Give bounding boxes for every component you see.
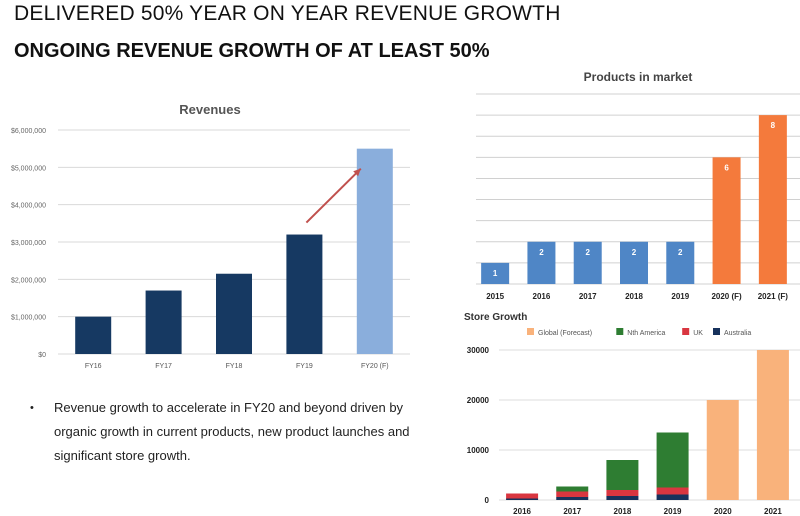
stores-x-tick: 2021 — [764, 507, 782, 516]
products-data-label: 8 — [771, 121, 776, 130]
products-bar — [758, 115, 787, 284]
products-x-tick: 2018 — [625, 292, 643, 301]
bullet-note: • Revenue growth to accelerate in FY20 a… — [30, 396, 410, 468]
stores-bar-segment — [756, 350, 789, 500]
products-data-label: 2 — [585, 248, 590, 257]
products-bar — [712, 157, 741, 284]
stores-x-tick: 2017 — [563, 507, 581, 516]
revenues-chart: Revenues $0 $1,000,000 $2,000,000 $3,000,000… — [11, 102, 410, 370]
stores-y-tick: 20000 — [467, 396, 490, 405]
revenues-y-tick: $4,000,000 — [11, 203, 46, 210]
revenues-y-tick: $6,000,000 — [11, 128, 46, 135]
stores-legend-label: UK — [693, 330, 703, 337]
revenues-x-tick: FY20 (F) — [361, 363, 389, 370]
revenues-bar — [216, 273, 252, 354]
stores-legend-swatch — [527, 328, 534, 335]
products-bar — [666, 241, 695, 284]
products-title: Products in market — [584, 70, 693, 84]
products-bar — [527, 241, 556, 284]
stores-title: Store Growth — [464, 312, 527, 323]
stores-legend-label: Nth America — [627, 330, 665, 337]
revenues-bar — [145, 290, 182, 354]
revenues-x-tick: FY18 — [226, 363, 243, 370]
stores-y-tick: 30000 — [467, 346, 490, 355]
revenues-x-tick: FY16 — [85, 363, 102, 370]
products-x-tick: 2019 — [671, 292, 689, 301]
stores-bar-segment — [656, 494, 689, 500]
stores-legend-label: Australia — [724, 330, 751, 337]
subheadline: ONGOING REVENUE GROWTH OF AT LEAST 50% — [14, 40, 490, 62]
products-data-label: 2 — [632, 248, 637, 257]
stores-y-tick: 10000 — [467, 446, 490, 455]
products-x-tick: 2016 — [533, 292, 551, 301]
stores-legend-swatch — [682, 328, 690, 335]
stores-bar-segment — [556, 486, 589, 492]
headline: DELIVERED 50% YEAR ON YEAR REVENUE GROWT… — [14, 2, 561, 25]
products-data-label: 1 — [493, 269, 498, 278]
stores-bar-segment — [606, 460, 639, 490]
stores-bar-segment — [506, 493, 539, 499]
revenues-title: Revenues — [179, 102, 240, 117]
store-growth-chart: Store Growth Global (Forecast) Nth America… — [464, 312, 800, 516]
products-bar — [573, 241, 602, 284]
products-x-tick: 2020 (F) — [711, 292, 742, 301]
revenues-y-tick: $2,000,000 — [11, 277, 46, 284]
products-x-tick: 2021 (F) — [758, 292, 789, 301]
stores-bar-segment — [606, 496, 639, 500]
revenues-x-tick: FY17 — [155, 363, 172, 370]
stores-bar-segment — [656, 487, 689, 495]
stores-x-tick: 2020 — [714, 507, 732, 516]
stores-legend-swatch — [713, 328, 720, 335]
stores-bar-segment — [506, 498, 539, 500]
stores-x-tick: 2018 — [614, 507, 632, 516]
stores-legend-label: Global (Forecast) — [538, 330, 592, 337]
revenues-y-tick: $1,000,000 — [11, 315, 46, 322]
revenues-bar — [356, 148, 393, 354]
stores-legend-swatch — [616, 328, 624, 335]
revenues-bar — [75, 316, 112, 354]
products-bar — [481, 262, 510, 284]
stores-y-tick: 0 — [485, 496, 490, 505]
products-data-label: 2 — [539, 248, 544, 257]
growth-arrow-line — [305, 167, 362, 224]
stores-x-tick: 2016 — [513, 507, 531, 516]
products-in-market-chart: Products in market 1 2015 2 2016 2 2017 2 2018 2 2… — [476, 70, 800, 301]
stores-bar-segment — [556, 497, 589, 500]
growth-arrow-head — [353, 168, 361, 177]
products-x-tick: 2017 — [579, 292, 597, 301]
stores-bar-segment — [706, 400, 739, 500]
stores-bar-segment — [656, 432, 689, 488]
revenues-x-tick: FY19 — [296, 363, 313, 370]
revenues-bar — [286, 234, 323, 354]
stores-bar-segment — [606, 490, 639, 496]
stores-bar-segment — [556, 491, 589, 497]
bullet-marker: • — [30, 402, 34, 414]
bullet-text: Revenue growth to accelerate in FY20 and… — [54, 400, 410, 463]
products-data-label: 6 — [724, 163, 729, 172]
revenues-y-tick: $3,000,000 — [11, 240, 46, 247]
revenues-y-tick: $5,000,000 — [11, 165, 46, 172]
revenues-y-tick: $0 — [38, 352, 46, 359]
stores-x-tick: 2019 — [664, 507, 682, 516]
products-bar — [620, 241, 648, 284]
products-x-tick: 2015 — [486, 292, 504, 301]
products-data-label: 2 — [678, 248, 683, 257]
